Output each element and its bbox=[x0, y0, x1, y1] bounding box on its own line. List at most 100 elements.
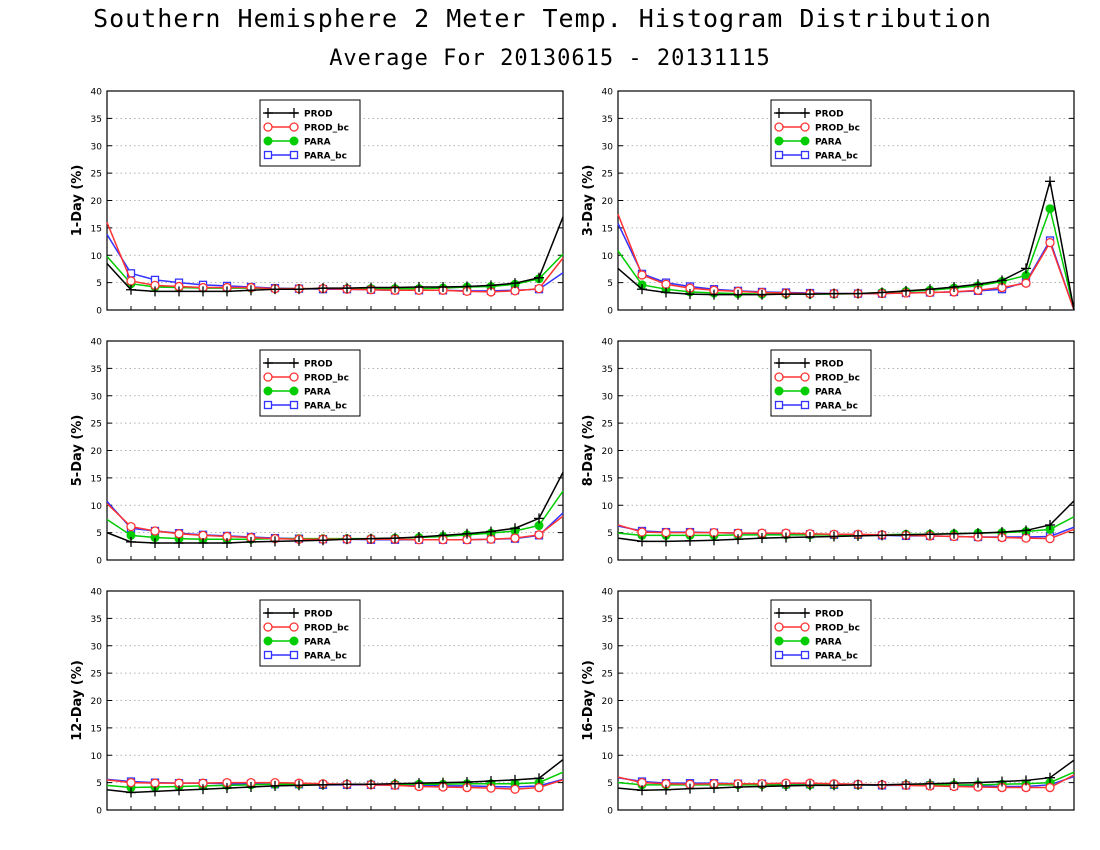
legend-label: PROD bbox=[304, 110, 333, 120]
legend-label: PARA bbox=[815, 138, 842, 148]
circle-marker bbox=[174, 529, 184, 539]
y-tick-label: 20 bbox=[602, 447, 614, 457]
dot-marker bbox=[800, 386, 810, 396]
y-tick-label: 20 bbox=[91, 197, 103, 207]
y-tick-label: 35 bbox=[602, 115, 613, 125]
y-tick-label: 10 bbox=[602, 752, 614, 762]
circle-marker bbox=[263, 372, 273, 382]
y-tick-label: 15 bbox=[602, 474, 613, 484]
series-prod-bc bbox=[617, 213, 1075, 311]
y-tick-label: 0 bbox=[96, 557, 102, 567]
y-axis-label: 1-Day (%) bbox=[70, 165, 85, 237]
legend-label: PARA_bc bbox=[304, 402, 347, 412]
y-tick-label: 30 bbox=[91, 392, 103, 402]
circle-marker bbox=[150, 526, 160, 536]
y-tick-label: 0 bbox=[96, 307, 102, 317]
dot-marker bbox=[289, 636, 299, 646]
dot-marker bbox=[800, 636, 810, 646]
square-marker bbox=[289, 150, 299, 160]
circle-marker bbox=[534, 530, 544, 540]
square-marker bbox=[800, 400, 810, 410]
circle-marker bbox=[1045, 533, 1055, 544]
y-tick-label: 15 bbox=[91, 474, 102, 484]
legend-label: PROD bbox=[304, 360, 333, 370]
square-marker bbox=[774, 400, 784, 410]
legend-label: PARA_bc bbox=[304, 652, 347, 662]
y-tick-label: 5 bbox=[96, 779, 102, 789]
y-tick-label: 25 bbox=[602, 420, 613, 430]
y-tick-label: 10 bbox=[602, 252, 614, 262]
y-tick-label: 20 bbox=[602, 697, 614, 707]
dot-marker bbox=[774, 386, 784, 396]
circle-marker bbox=[800, 122, 810, 132]
dot-marker bbox=[263, 136, 273, 146]
y-tick-label: 0 bbox=[607, 807, 613, 817]
plot-frame bbox=[617, 340, 1075, 561]
y-tick-label: 0 bbox=[96, 807, 102, 817]
legend-label: PARA bbox=[304, 638, 331, 648]
y-tick-label: 15 bbox=[91, 224, 102, 234]
square-marker bbox=[263, 400, 273, 410]
y-tick-label: 40 bbox=[602, 588, 614, 598]
y-tick-label: 10 bbox=[91, 502, 103, 512]
plot-frame bbox=[617, 90, 1075, 311]
y-axis-label: 8-Day (%) bbox=[581, 415, 596, 487]
square-marker bbox=[289, 400, 299, 410]
circle-marker bbox=[774, 122, 784, 132]
series-line bbox=[617, 223, 1075, 311]
y-tick-label: 20 bbox=[91, 447, 103, 457]
y-tick-label: 10 bbox=[91, 252, 103, 262]
legend-label: PROD bbox=[815, 110, 844, 120]
legend-label: PROD_bc bbox=[304, 124, 349, 134]
circle-marker bbox=[263, 622, 273, 632]
y-tick-label: 25 bbox=[602, 670, 613, 680]
y-tick-label: 15 bbox=[91, 724, 102, 734]
y-tick-label: 30 bbox=[91, 142, 103, 152]
chart-panel-6: 0 5 10 15 20 25 30 35 40 16-Day (%) PROD PROD_bc PAR… bbox=[581, 588, 1075, 817]
dot-marker bbox=[289, 386, 299, 396]
circle-marker bbox=[661, 527, 671, 538]
dot-marker bbox=[774, 636, 784, 646]
y-tick-label: 0 bbox=[607, 557, 613, 567]
y-axis-label: 12-Day (%) bbox=[70, 660, 85, 741]
circle-marker bbox=[510, 533, 520, 543]
figure-title: Southern Hemisphere 2 Meter Temp. Histog… bbox=[93, 4, 992, 33]
series-line bbox=[617, 213, 1075, 311]
square-marker bbox=[774, 650, 784, 660]
circle-marker bbox=[1045, 782, 1055, 793]
series-prod bbox=[617, 176, 1075, 311]
y-tick-label: 10 bbox=[91, 752, 103, 762]
series-para-bc bbox=[617, 223, 1075, 311]
circle-marker bbox=[126, 777, 136, 788]
y-tick-label: 40 bbox=[91, 588, 103, 598]
y-tick-label: 25 bbox=[91, 670, 102, 680]
y-tick-label: 10 bbox=[602, 502, 614, 512]
circle-marker bbox=[534, 283, 544, 294]
circle-marker bbox=[534, 782, 544, 793]
legend-label: PARA_bc bbox=[304, 152, 347, 162]
legend-label: PARA_bc bbox=[815, 402, 858, 412]
circle-marker bbox=[774, 622, 784, 632]
y-tick-label: 35 bbox=[91, 115, 102, 125]
chart-panel-2: 0 5 10 15 20 25 30 35 40 3-Day (%) PROD PROD_bc PARA… bbox=[581, 88, 1075, 317]
circle-marker bbox=[637, 270, 647, 280]
circle-marker bbox=[1021, 278, 1031, 288]
y-tick-label: 35 bbox=[91, 615, 102, 625]
legend: PROD PROD_bc PARA PARA_bc bbox=[259, 99, 361, 167]
circle-marker bbox=[1045, 238, 1055, 248]
circle-marker bbox=[661, 279, 671, 289]
series-prod bbox=[617, 759, 1075, 796]
y-tick-label: 40 bbox=[91, 338, 103, 348]
legend-label: PROD bbox=[815, 610, 844, 620]
y-tick-label: 25 bbox=[602, 170, 613, 180]
y-tick-label: 40 bbox=[91, 88, 103, 98]
y-tick-label: 20 bbox=[91, 697, 103, 707]
circle-marker bbox=[685, 527, 695, 538]
legend: PROD PROD_bc PARA PARA_bc bbox=[770, 99, 872, 167]
circle-marker bbox=[637, 527, 647, 537]
y-tick-label: 15 bbox=[602, 724, 613, 734]
square-marker bbox=[774, 150, 784, 160]
circle-marker bbox=[774, 372, 784, 382]
square-marker bbox=[289, 650, 299, 660]
